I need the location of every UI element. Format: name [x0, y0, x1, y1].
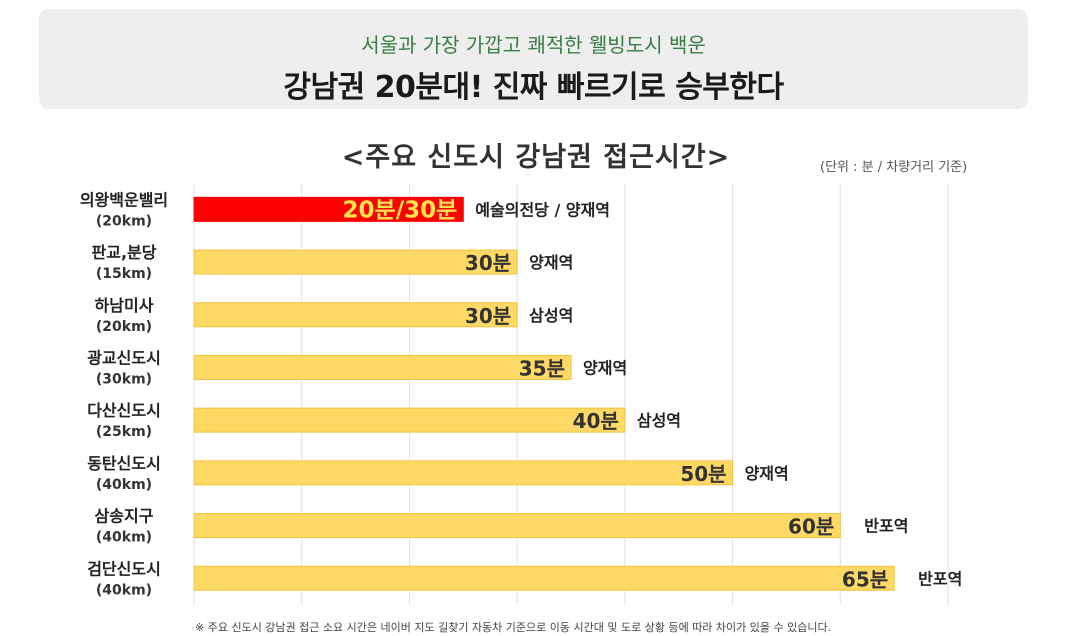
value-label: 20분/30분	[343, 197, 458, 223]
bar	[193, 407, 626, 433]
destination-label: 양재역	[529, 253, 573, 272]
category-distance: (40km)	[96, 530, 152, 546]
header-banner: 서울과 가장 가깝고 쾌적한 웰빙도시 백운 강남권 20분대! 진짜 빠르기로…	[39, 9, 1028, 109]
value-label: 30분	[465, 304, 511, 328]
bar	[193, 354, 572, 380]
footnote: ※ 주요 신도시 강남권 접근 소요 시간은 네이버 지도 길찾기 자동차 기준…	[195, 621, 832, 634]
destination-label: 양재역	[583, 358, 627, 377]
destination-label: 삼성역	[529, 306, 573, 325]
value-label: 65분	[842, 567, 888, 591]
value-label: 60분	[788, 515, 834, 539]
category-distance: (30km)	[96, 371, 152, 387]
bar	[193, 302, 518, 328]
destination-label: 양재역	[745, 464, 789, 483]
category-distance: (40km)	[96, 477, 152, 493]
unit-note: (단위 : 분 / 차량거리 기준)	[820, 160, 968, 175]
category-label: 다산신도시	[87, 401, 161, 420]
category-label: 하남미사	[95, 296, 154, 315]
value-label: 40분	[573, 409, 619, 433]
category-label: 검단신도시	[87, 559, 161, 578]
bar	[193, 513, 841, 539]
category-label: 의왕백운밸리	[80, 190, 168, 209]
bar	[193, 565, 895, 591]
header-subtitle: 서울과 가장 가깝고 쾌적한 웰빙도시 백운	[361, 33, 706, 57]
destination-label: 반포역	[864, 517, 908, 536]
category-distance: (15km)	[96, 266, 152, 282]
category-label: 동탄신도시	[87, 454, 161, 473]
destination-label: 삼성역	[637, 411, 681, 430]
chart-title: <주요 신도시 강남권 접근시간>	[341, 142, 731, 173]
category-label: 판교,분당	[92, 243, 157, 262]
value-label: 35분	[519, 356, 565, 380]
category-label: 삼송지구	[95, 507, 154, 526]
category-distance: (40km)	[96, 582, 152, 598]
bar	[193, 196, 464, 222]
bar	[193, 460, 734, 486]
bar	[193, 249, 518, 275]
destination-label: 반포역	[918, 569, 962, 588]
value-label: 30분	[465, 251, 511, 275]
header-title: 강남권 20분대! 진짜 빠르기로 승부한다	[283, 70, 784, 105]
category-distance: (25km)	[96, 424, 152, 440]
category-distance: (20km)	[96, 213, 152, 229]
category-label: 광교신도시	[87, 348, 161, 367]
value-label: 50분	[680, 462, 726, 486]
destination-label: 예술의전당 / 양재역	[475, 200, 610, 219]
category-distance: (20km)	[96, 319, 152, 335]
